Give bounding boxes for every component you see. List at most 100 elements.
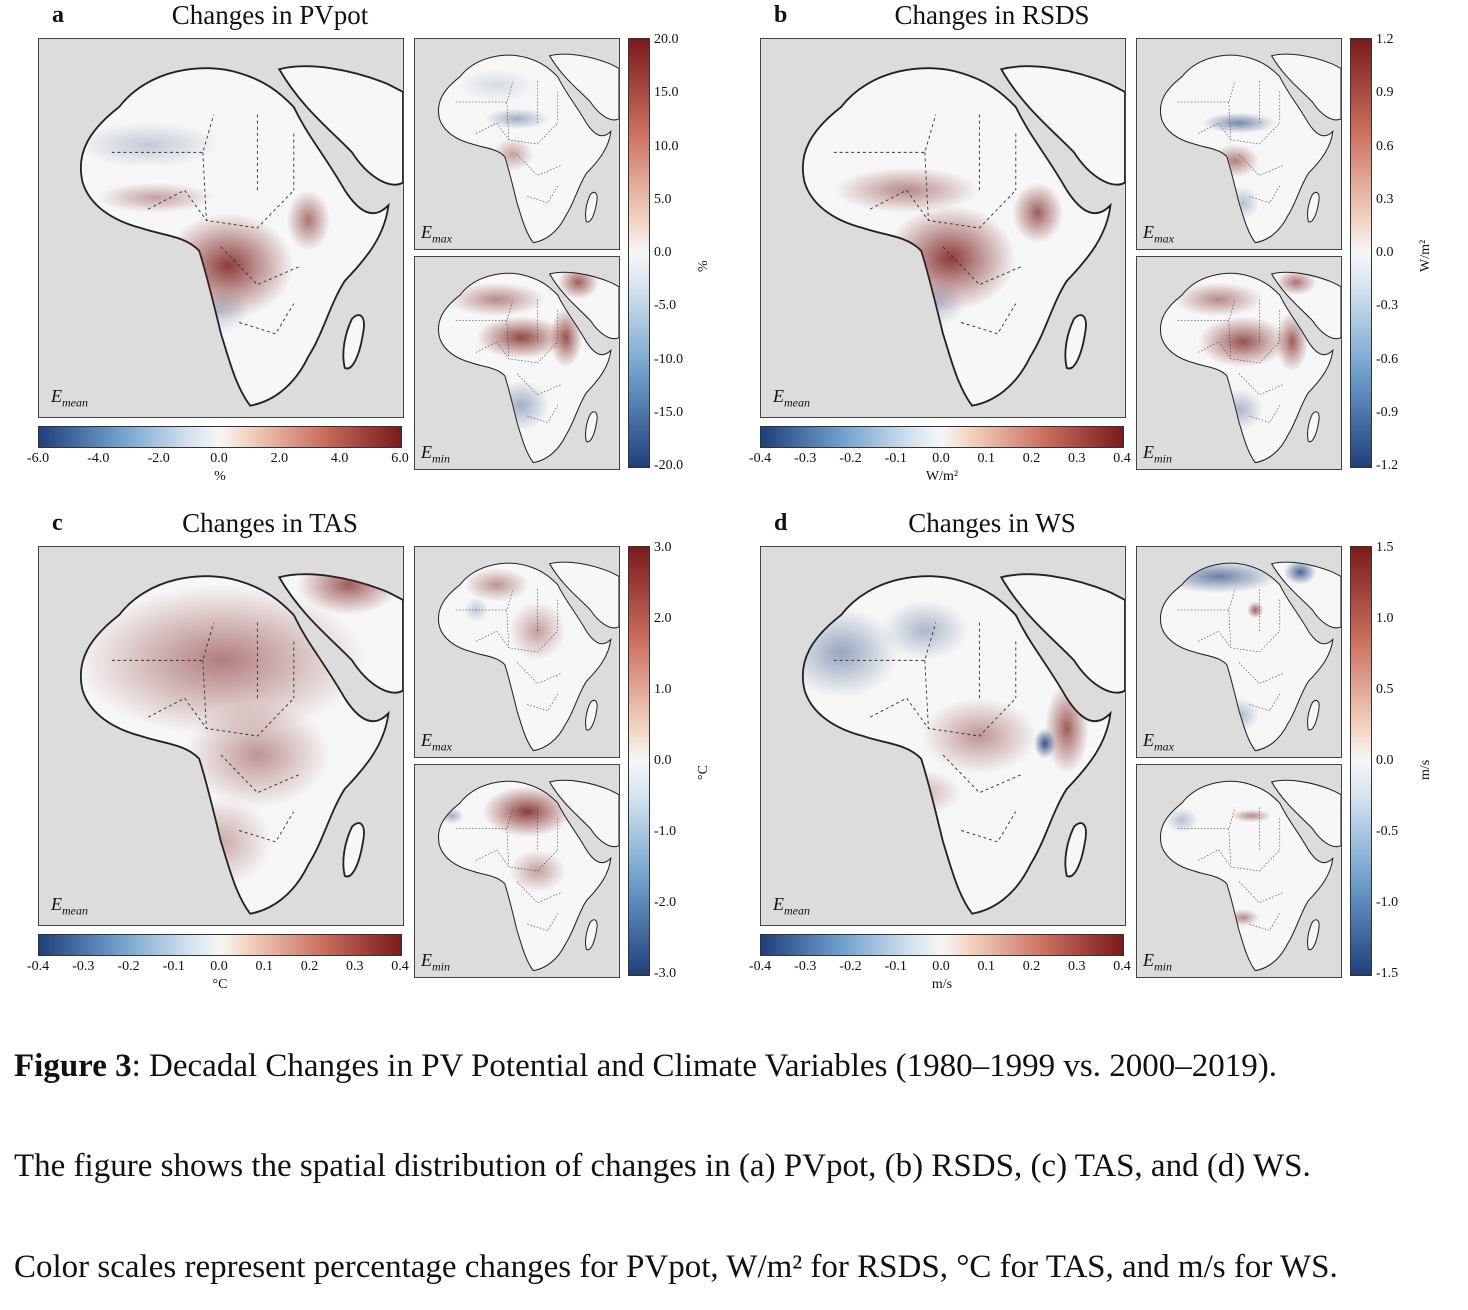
colorbar-horizontal [38, 934, 402, 956]
hbar-unit-label: m/s [931, 977, 953, 992]
hbar-tick-label: -0.2 [839, 451, 862, 466]
e-mean-label: Emean [51, 894, 88, 918]
e-mean-label: Emean [773, 894, 810, 918]
hbar-tick-label: 6.0 [391, 451, 409, 466]
panel-title: Changes in TAS [182, 508, 358, 538]
vbar-tick-label: -10.0 [654, 351, 684, 367]
vbar-tick-label: 0.6 [1376, 138, 1394, 154]
hbar-unit-label: °C [212, 977, 228, 992]
e-min-label: Emin [1143, 442, 1172, 466]
vbar-tick-label: -0.6 [1376, 351, 1399, 367]
panel-letter: a [52, 2, 64, 28]
vbar-tick-label: -3.0 [654, 966, 677, 981]
hbar-tick-label: -4.0 [87, 451, 110, 466]
vbar-tick-label: -5.0 [654, 298, 677, 314]
e-min-label: Emin [1143, 950, 1172, 974]
hbar-tick-label: -0.1 [162, 959, 185, 974]
vbar-unit-label: % [696, 260, 711, 272]
caption-line-2: The figure shows the spatial distributio… [14, 1148, 1311, 1185]
hbar-tick-label: -0.1 [884, 959, 907, 974]
map-min: Emin [1136, 256, 1342, 470]
vbar-tick-label: 1.0 [654, 682, 672, 697]
hbar-tick-label: 0.4 [1113, 451, 1131, 466]
map-max: Emax [414, 38, 620, 250]
vbar-tick-label: -1.0 [654, 824, 677, 839]
vbar-unit-label: W/m² [1418, 239, 1433, 272]
e-max-label: Emax [421, 730, 452, 754]
hbar-tick-label: 0.0 [932, 959, 950, 974]
colorbar-vertical [1350, 546, 1372, 976]
hbar-tick-label: 0.4 [391, 959, 409, 974]
e-mean-label: Emean [51, 386, 88, 410]
panel-b: b Changes in RSDS Emean Emax Emin -0.4 -0.3… [722, 0, 1444, 500]
vbar-tick-label: -2.0 [654, 895, 677, 910]
vbar-tick-label: -0.3 [1376, 298, 1399, 314]
panel-d: d Changes in WS Emean Emax Emin -0.4 -0.3 -0… [722, 508, 1444, 1008]
e-mean-label: Emean [773, 386, 810, 410]
vbar-tick-label: -15.0 [654, 404, 684, 420]
panel-title: Changes in WS [908, 508, 1076, 538]
hbar-tick-label: -0.3 [72, 959, 95, 974]
panel-title: Changes in RSDS [894, 0, 1090, 30]
vbar-tick-label: 0.0 [1376, 245, 1394, 260]
vbar-tick-label: 2.0 [654, 611, 672, 626]
hbar-tick-label: 0.1 [977, 451, 996, 466]
map-mean: Emean [760, 38, 1126, 418]
colorbar-vertical [628, 38, 650, 468]
hbar-tick-label: 0.2 [1022, 451, 1041, 466]
hbar-tick-label: 0.0 [932, 451, 950, 466]
map-min: Emin [1136, 764, 1342, 978]
hbar-tick-label: -0.1 [884, 451, 907, 466]
hbar-tick-label: 0.2 [1022, 959, 1041, 974]
vbar-tick-label: -1.2 [1376, 458, 1399, 473]
vbar-tick-label: -1.0 [1376, 895, 1399, 910]
hbar-unit-label: W/m² [925, 469, 959, 484]
panel-letter: c [52, 510, 63, 536]
hbar-tick-label: 0.4 [1113, 959, 1131, 974]
map-max: Emax [1136, 546, 1342, 758]
hbar-tick-label: -0.3 [794, 959, 817, 974]
hbar-tick-label: -0.4 [748, 959, 772, 974]
hbar-tick-label: -6.0 [26, 451, 50, 466]
hbar-tick-label: 0.3 [1068, 451, 1086, 466]
vbar-tick-label: -1.5 [1376, 966, 1399, 981]
caption-label: Figure 3 [14, 1048, 132, 1084]
hbar-tick-label: 4.0 [330, 451, 349, 466]
panel-c: c Changes in TAS Emean Emax Emin -0.4 -0.3 -… [0, 508, 722, 1008]
colorbar-horizontal [38, 426, 402, 448]
panel-a: a Changes in PVpot Emean Emax Emin -6.0 -4.… [0, 0, 722, 500]
hbar-tick-label: 0.3 [346, 959, 364, 974]
vbar-tick-label: 0.9 [1376, 85, 1394, 101]
hbar-unit-label: % [214, 469, 226, 484]
map-mean: Emean [760, 546, 1126, 926]
vbar-tick-label: 0.0 [654, 245, 672, 260]
vbar-tick-label: 0.0 [1376, 753, 1394, 768]
e-min-label: Emin [421, 442, 450, 466]
vbar-tick-label: 20.0 [654, 32, 679, 47]
hbar-tick-label: 2.0 [270, 451, 289, 466]
hbar-tick-label: -2.0 [147, 451, 170, 466]
hbar-tick-label: 0.0 [210, 451, 228, 466]
colorbar-vertical [1350, 38, 1372, 468]
map-mean: Emean [38, 546, 404, 926]
panel-letter: d [774, 510, 788, 536]
colorbar-horizontal [760, 426, 1124, 448]
hbar-tick-label: 0.1 [977, 959, 996, 974]
vbar-unit-label: m/s [1418, 759, 1433, 780]
e-max-label: Emax [1143, 730, 1174, 754]
vbar-unit-label: °C [696, 765, 711, 780]
hbar-tick-label: -0.2 [839, 959, 862, 974]
panel-letter: b [774, 2, 788, 28]
panel-title: Changes in PVpot [171, 0, 369, 30]
hbar-tick-label: -0.2 [117, 959, 140, 974]
vbar-tick-label: 0.0 [654, 753, 672, 768]
vbar-tick-label: 3.0 [654, 540, 672, 555]
vbar-tick-label: -0.9 [1376, 404, 1399, 420]
hbar-tick-label: -0.4 [748, 451, 772, 466]
colorbar-horizontal [760, 934, 1124, 956]
vbar-tick-label: 5.0 [654, 191, 672, 207]
vbar-tick-label: 1.2 [1376, 32, 1394, 47]
map-max: Emax [414, 546, 620, 758]
caption-title: : Decadal Changes in PV Potential and Cl… [131, 1048, 1278, 1084]
hbar-tick-label: -0.3 [794, 451, 817, 466]
